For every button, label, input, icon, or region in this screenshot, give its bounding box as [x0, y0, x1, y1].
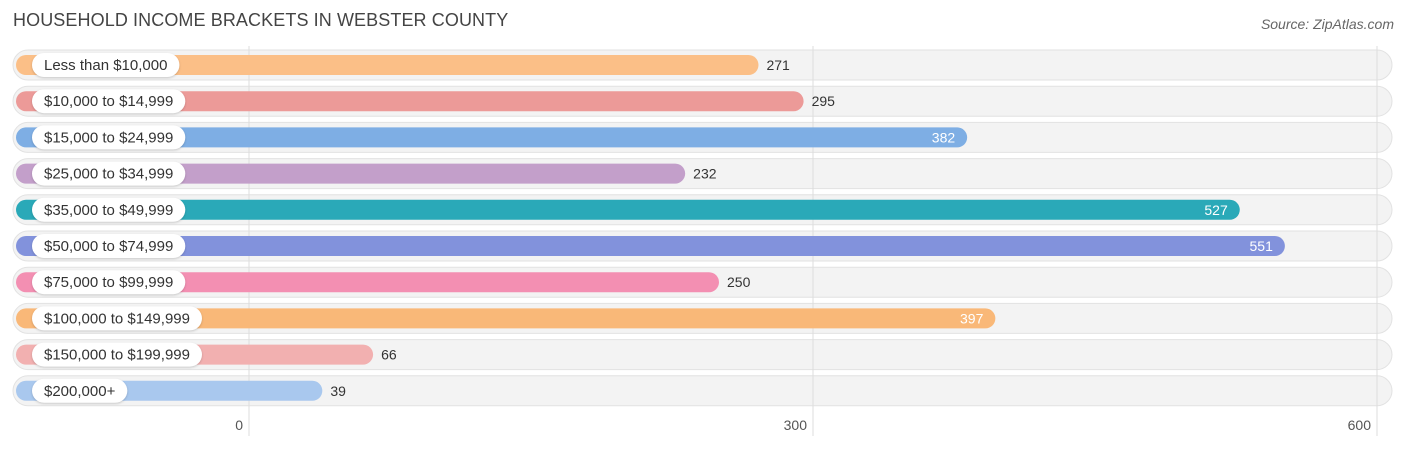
bar	[16, 272, 719, 293]
value-label: 295	[812, 93, 836, 109]
category-pill	[32, 89, 186, 114]
category-pill	[32, 378, 128, 403]
x-tick-label: 600	[1348, 417, 1372, 433]
value-label: 250	[727, 274, 751, 290]
value-label: 551	[1250, 238, 1274, 254]
value-label: 397	[960, 310, 984, 326]
category-pill	[32, 53, 180, 77]
category-pill	[32, 306, 202, 331]
x-tick-label: 300	[784, 417, 808, 433]
bar	[16, 308, 996, 329]
category-pill	[32, 342, 202, 367]
row-track	[12, 375, 1393, 407]
value-label: 66	[381, 347, 397, 363]
value-label: 39	[330, 383, 346, 399]
category-label: $50,000 to $74,999	[44, 238, 173, 255]
category-pill	[32, 197, 186, 222]
bar	[16, 236, 1285, 256]
x-tick-label: 0	[235, 417, 243, 433]
value-label: 527	[1204, 202, 1228, 218]
category-label: $35,000 to $49,999	[44, 202, 173, 219]
category-label: $200,000+	[44, 383, 116, 400]
category-label: $100,000 to $149,999	[44, 310, 190, 327]
bar	[16, 91, 804, 112]
category-label: $10,000 to $14,999	[44, 93, 173, 110]
category-pill	[32, 161, 186, 186]
source-credit: Source: ZipAtlas.com	[1260, 16, 1394, 32]
category-pill	[32, 234, 186, 258]
value-label: 382	[932, 129, 956, 145]
category-label: $25,000 to $34,999	[44, 166, 173, 183]
bar	[16, 199, 1240, 220]
bar	[16, 55, 759, 75]
category-label: $150,000 to $199,999	[44, 347, 190, 364]
category-pill	[32, 125, 186, 150]
value-label: 232	[693, 166, 717, 182]
chart-title: HOUSEHOLD INCOME BRACKETS IN WEBSTER COU…	[13, 10, 509, 30]
category-label: $75,000 to $99,999	[44, 274, 173, 291]
category-pill	[32, 270, 186, 295]
bar	[16, 127, 968, 148]
value-label: 271	[766, 57, 790, 73]
category-label: $15,000 to $24,999	[44, 129, 173, 146]
category-label: Less than $10,000	[44, 57, 167, 74]
